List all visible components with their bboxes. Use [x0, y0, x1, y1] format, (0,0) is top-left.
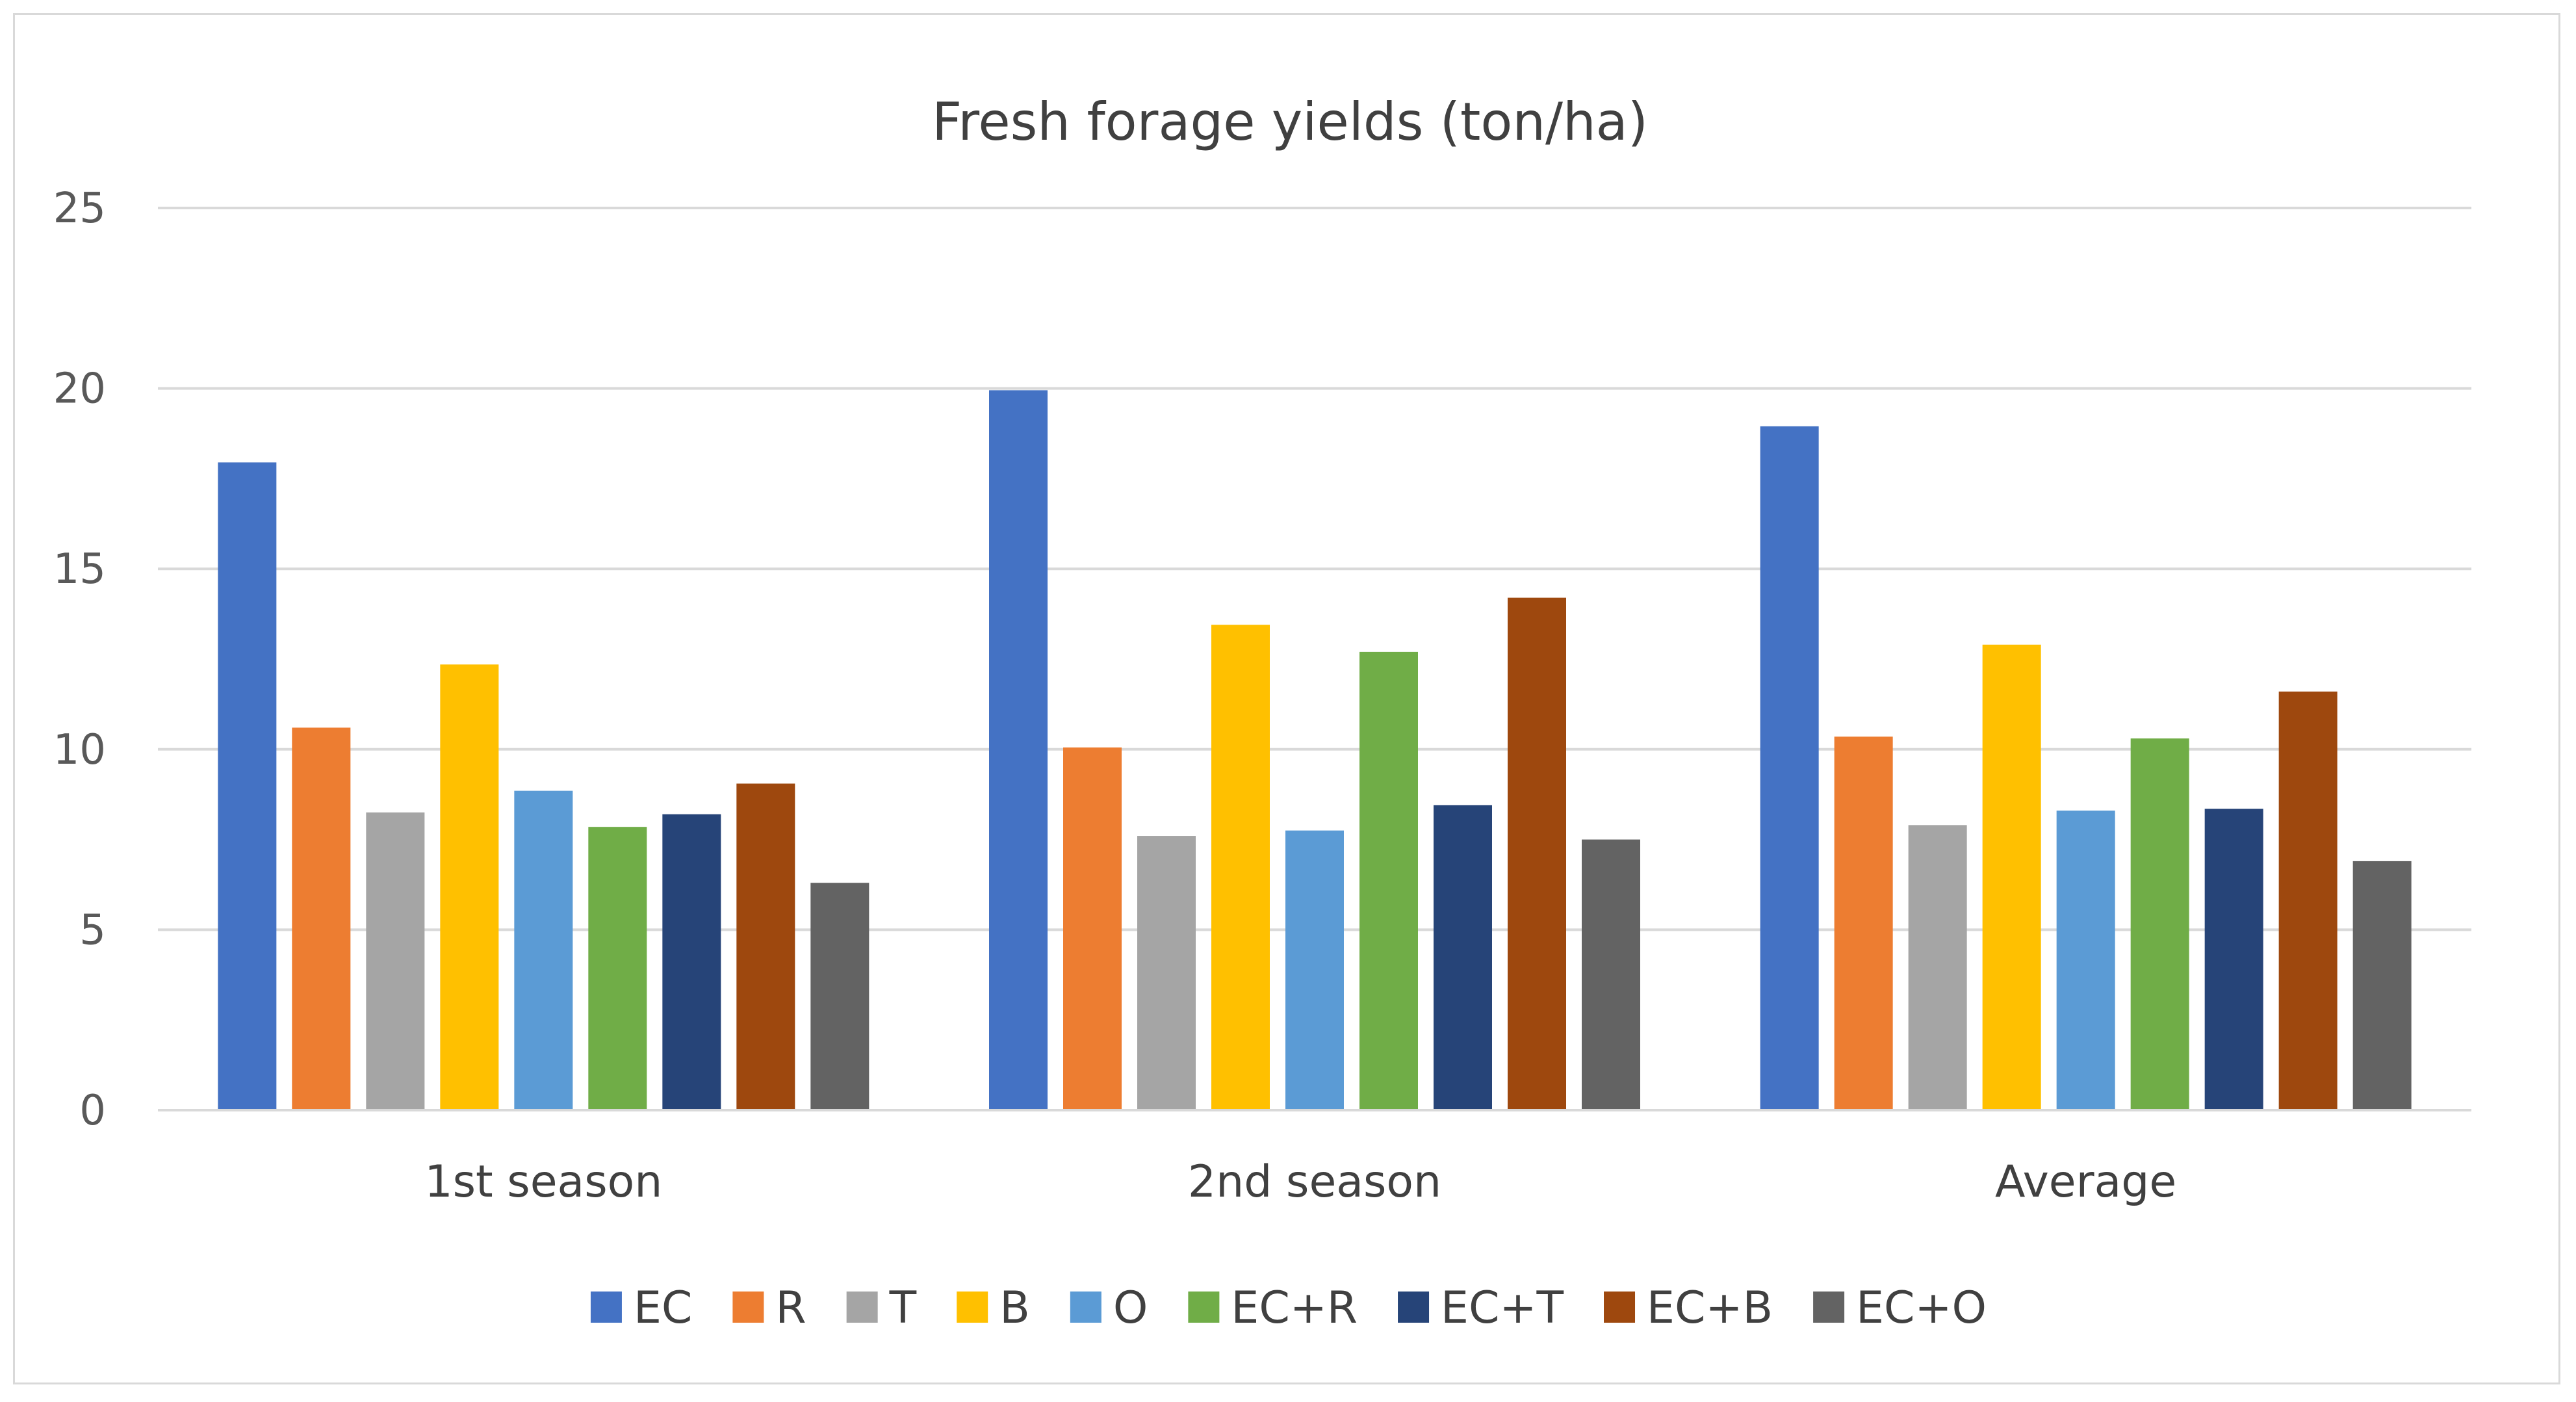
bar-ec-plus-o-0 [810, 883, 869, 1110]
bar-ec-1 [989, 390, 1048, 1110]
bar-ec-plus-r-0 [588, 827, 647, 1110]
legend-swatch-ec-plus-b [1604, 1292, 1636, 1323]
bar-t-1 [1137, 836, 1196, 1110]
bar-ec-plus-t-1 [1434, 805, 1492, 1110]
gridlines [158, 207, 2471, 931]
legend-label: EC+B [1647, 1282, 1773, 1334]
bar-t-0 [366, 812, 425, 1110]
legend-label: O [1113, 1282, 1148, 1334]
bar-ec-plus-t-0 [662, 814, 721, 1110]
bar-ec-plus-b-0 [736, 783, 795, 1110]
legend: EC R T B O EC+R EC+T EC+B EC+O [590, 1282, 1987, 1334]
legend-label: EC+R [1231, 1282, 1358, 1334]
bar-b-2 [1982, 644, 2041, 1110]
legend-swatch-b [957, 1292, 988, 1323]
y-axis-ticks: 0 5 10 15 20 25 [53, 185, 106, 1135]
bar-ec-0 [218, 462, 277, 1110]
legend-swatch-ec [590, 1292, 622, 1323]
legend-label: EC+O [1856, 1282, 1987, 1334]
bar-o-2 [2056, 811, 2115, 1110]
y-tick-label: 10 [53, 726, 106, 774]
bar-b-0 [440, 664, 499, 1110]
legend-swatch-o [1070, 1292, 1101, 1323]
bar-r-0 [292, 727, 351, 1110]
category-label: Average [1995, 1156, 2176, 1208]
y-tick-label: 25 [53, 185, 106, 233]
bar-o-0 [514, 790, 573, 1110]
bar-chart: Fresh forage yields (ton/ha) 0510152025 … [53, 92, 2471, 1334]
legend-swatch-t [846, 1292, 878, 1323]
bar-ec-plus-r-2 [2130, 738, 2189, 1110]
y-tick-label: 20 [53, 365, 106, 413]
category-label: 1st season [424, 1156, 662, 1208]
category-labels: 1st season 2nd season Average [424, 1156, 2176, 1208]
bar-o-1 [1285, 830, 1344, 1110]
legend-label: R [775, 1282, 806, 1334]
bar-b-1 [1211, 625, 1270, 1110]
legend-label: T [889, 1282, 917, 1334]
bar-ec-plus-o-2 [2352, 861, 2412, 1110]
bar-ec-2 [1760, 426, 1819, 1110]
legend-label: EC+T [1441, 1282, 1564, 1334]
legend-label: B [999, 1282, 1030, 1334]
y-tick-label: 15 [53, 545, 106, 593]
bar-ec-plus-b-1 [1508, 597, 1566, 1110]
bar-r-2 [1834, 736, 1893, 1110]
legend-swatch-ec-plus-o [1813, 1292, 1845, 1323]
bar-ec-plus-b-2 [2278, 691, 2338, 1110]
bar-r-1 [1063, 747, 1122, 1110]
chart-frame: Fresh forage yields (ton/ha) 0 5 10 15 20 25 … [13, 13, 2560, 1384]
bars [218, 390, 2412, 1110]
bar-ec-plus-o-1 [1582, 839, 1640, 1110]
y-tick-label: 5 [79, 906, 106, 954]
legend-label: EC [634, 1282, 692, 1334]
legend-swatch-ec-plus-t [1398, 1292, 1430, 1323]
bar-t-2 [1908, 825, 1967, 1110]
legend-swatch-r [732, 1292, 764, 1323]
category-label: 2nd season [1188, 1156, 1441, 1208]
y-tick-label: 0 [79, 1087, 106, 1135]
chart-title: Fresh forage yields (ton/ha) [932, 92, 1648, 152]
bar-ec-plus-t-2 [2204, 809, 2263, 1110]
bar-ec-plus-r-1 [1359, 651, 1418, 1110]
legend-swatch-ec-plus-r [1188, 1292, 1220, 1323]
